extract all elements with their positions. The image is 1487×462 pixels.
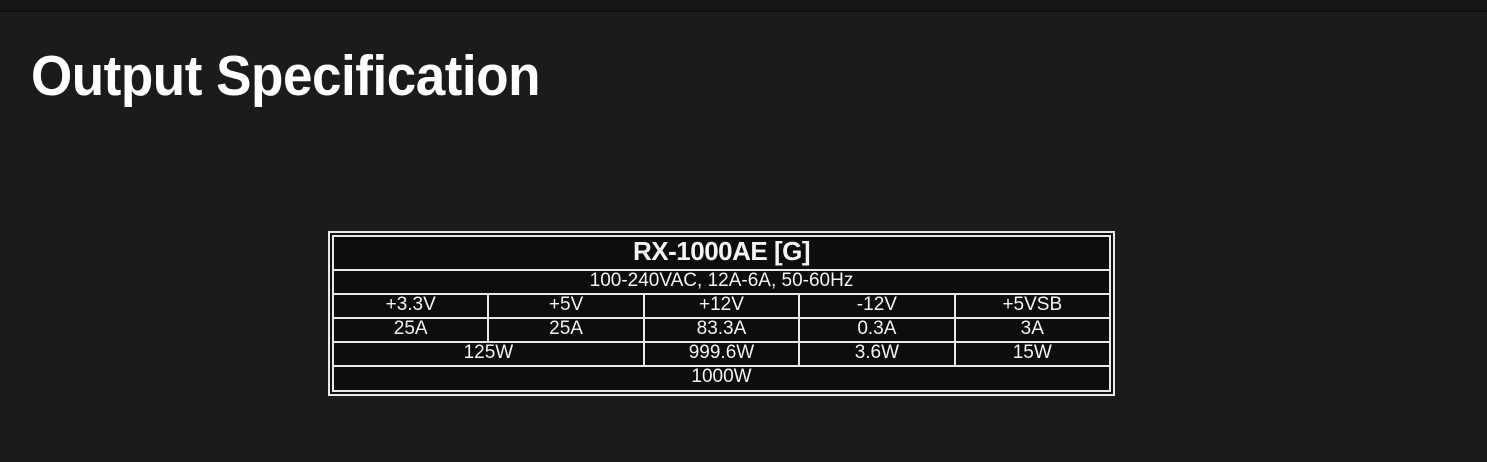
input-rating-cell: 100-240VAC, 12A-6A, 50-60Hz bbox=[332, 269, 1111, 295]
power-cell: 999.6W bbox=[642, 340, 801, 367]
model-cell: RX-1000AE [G] bbox=[332, 235, 1111, 271]
current-cell: 25A bbox=[487, 316, 645, 343]
rail-header-cell: -12V bbox=[798, 292, 956, 319]
top-bar bbox=[0, 0, 1487, 12]
total-power-cell: 1000W bbox=[332, 364, 1111, 392]
output-spec-table: RX-1000AE [G] 100-240VAC, 12A-6A, 50-60H… bbox=[331, 235, 1112, 392]
current-cell: 3A bbox=[953, 316, 1112, 343]
rail-header-cell: +5V bbox=[487, 292, 645, 319]
current-cell: 25A bbox=[331, 316, 490, 343]
output-spec-table-frame: RX-1000AE [G] 100-240VAC, 12A-6A, 50-60H… bbox=[328, 231, 1115, 396]
power-cell: 125W bbox=[332, 340, 645, 367]
model-row: RX-1000AE [G] bbox=[332, 235, 1111, 271]
current-cell: 83.3A bbox=[642, 316, 801, 343]
rail-header-cell: +12V bbox=[642, 292, 801, 319]
max-power-row: 125W 999.6W 3.6W 15W bbox=[332, 340, 1112, 367]
power-cell: 3.6W bbox=[798, 340, 956, 367]
current-cell: 0.3A bbox=[798, 316, 956, 343]
power-cell: 15W bbox=[953, 340, 1112, 367]
rail-header-cell: +5VSB bbox=[953, 292, 1112, 319]
rail-header-row: +3.3V +5V +12V -12V +5VSB bbox=[331, 292, 1112, 319]
page-heading: Output Specification bbox=[31, 44, 541, 108]
rail-header-cell: +3.3V bbox=[331, 292, 490, 319]
input-rating-row: 100-240VAC, 12A-6A, 50-60Hz bbox=[332, 269, 1111, 295]
total-power-row: 1000W bbox=[332, 364, 1111, 392]
max-current-row: 25A 25A 83.3A 0.3A 3A bbox=[331, 316, 1112, 343]
